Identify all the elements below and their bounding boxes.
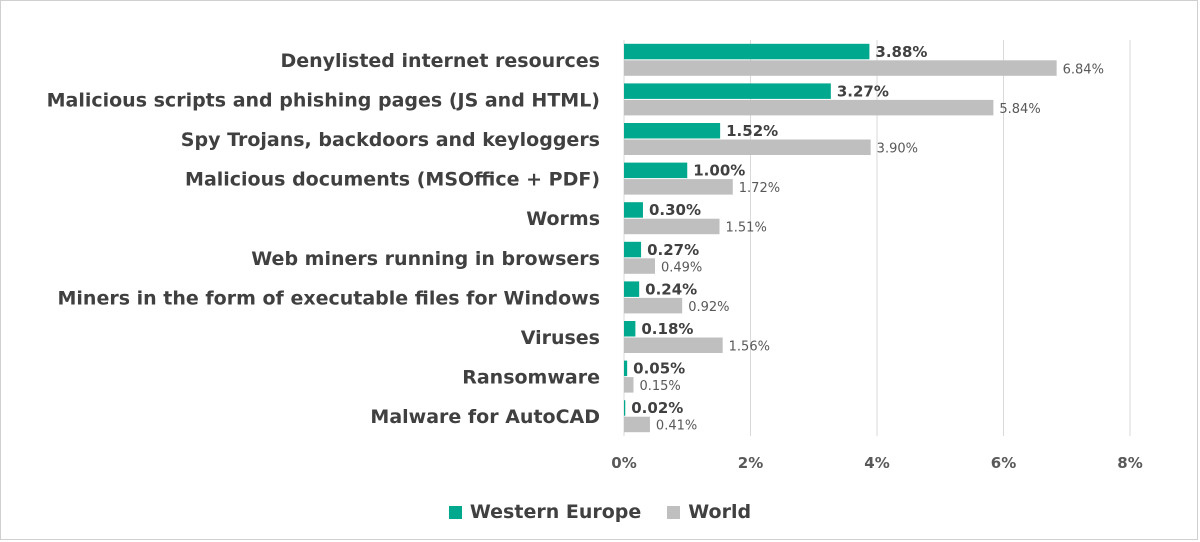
category-label: Malware for AutoCAD	[370, 406, 600, 428]
bar-western-europe	[624, 123, 721, 139]
x-tick-label: 6%	[991, 454, 1016, 472]
data-label-western-europe: 3.27%	[837, 82, 889, 100]
category-label: Miners in the form of executable files f…	[58, 287, 600, 309]
bar-western-europe	[624, 360, 628, 377]
data-label-world: 0.41%	[656, 419, 697, 434]
x-tick-label: 2%	[738, 454, 763, 472]
x-tick-label: 8%	[1117, 454, 1142, 472]
bar-western-europe	[624, 281, 640, 297]
data-label-western-europe: 0.27%	[647, 241, 699, 259]
data-label-world: 0.15%	[639, 379, 680, 394]
category-label: Malicious scripts and phishing pages (JS…	[47, 89, 600, 111]
category-label: Ransomware	[462, 367, 600, 389]
bar-world	[624, 139, 871, 155]
data-label-world: 0.49%	[661, 260, 702, 275]
bar-western-europe	[624, 241, 642, 258]
category-label: Worms	[526, 208, 600, 230]
bar-world	[624, 179, 733, 195]
category-labels: Denylisted internet resources Malicious s…	[47, 50, 600, 428]
data-label-western-europe: 0.24%	[645, 280, 697, 298]
data-label-western-europe: 0.05%	[633, 360, 685, 378]
legend-item-western-europe: Western Europe	[448, 501, 642, 523]
legend-swatch-western-europe	[448, 505, 462, 519]
data-labels: 3.88% 6.84% 3.27% 5.84% 1.52% 3.90% 1.00%1.72%…	[631, 43, 1104, 434]
data-label-western-europe: 0.30%	[649, 201, 701, 219]
data-label-western-europe: 0.02%	[631, 399, 683, 417]
legend-swatch-world	[667, 505, 681, 519]
bar-world	[624, 60, 1057, 76]
bar-world	[624, 297, 683, 314]
bar-western-europe	[624, 83, 831, 99]
bar-world	[624, 258, 655, 274]
data-label-world: 1.56%	[729, 340, 770, 355]
category-label: Malicious documents (MSOffice + PDF)	[185, 169, 600, 191]
legend: Western Europe World	[0, 498, 1200, 526]
bars	[624, 43, 1057, 433]
bar-world	[624, 337, 723, 353]
bar-western-europe	[624, 162, 688, 179]
category-label: Spy Trojans, backdoors and keyloggers	[181, 129, 600, 151]
bar-world	[624, 218, 720, 235]
data-label-world: 3.90%	[877, 142, 918, 157]
category-label: Denylisted internet resources	[280, 50, 600, 72]
data-label-world: 6.84%	[1063, 62, 1104, 77]
data-label-western-europe: 0.18%	[641, 320, 693, 338]
data-label-world: 1.72%	[739, 181, 780, 196]
bar-western-europe	[624, 202, 643, 218]
x-tick-label: 4%	[864, 454, 889, 472]
category-label: Web miners running in browsers	[251, 248, 600, 270]
bar-western-europe	[624, 43, 870, 60]
data-label-world: 5.84%	[999, 102, 1040, 117]
x-axis-tick-labels: 0% 2% 4% 6% 8%	[611, 454, 1142, 472]
category-label: Viruses	[521, 327, 600, 349]
bar-world	[624, 99, 994, 116]
legend-label-world: World	[688, 501, 752, 523]
bar-world	[624, 416, 650, 433]
x-tick-label: 0%	[611, 454, 636, 472]
data-label-world: 1.51%	[726, 221, 767, 236]
bar-western-europe	[624, 321, 636, 337]
bar-western-europe	[624, 400, 626, 416]
legend-label-western-europe: Western Europe	[469, 501, 642, 523]
bar-world	[624, 377, 634, 393]
data-label-western-europe: 1.52%	[726, 122, 778, 140]
data-label-western-europe: 3.88%	[875, 43, 927, 61]
legend-item-world: World	[667, 501, 751, 523]
data-label-western-europe: 1.00%	[693, 162, 745, 180]
data-label-world: 0.92%	[688, 300, 729, 315]
